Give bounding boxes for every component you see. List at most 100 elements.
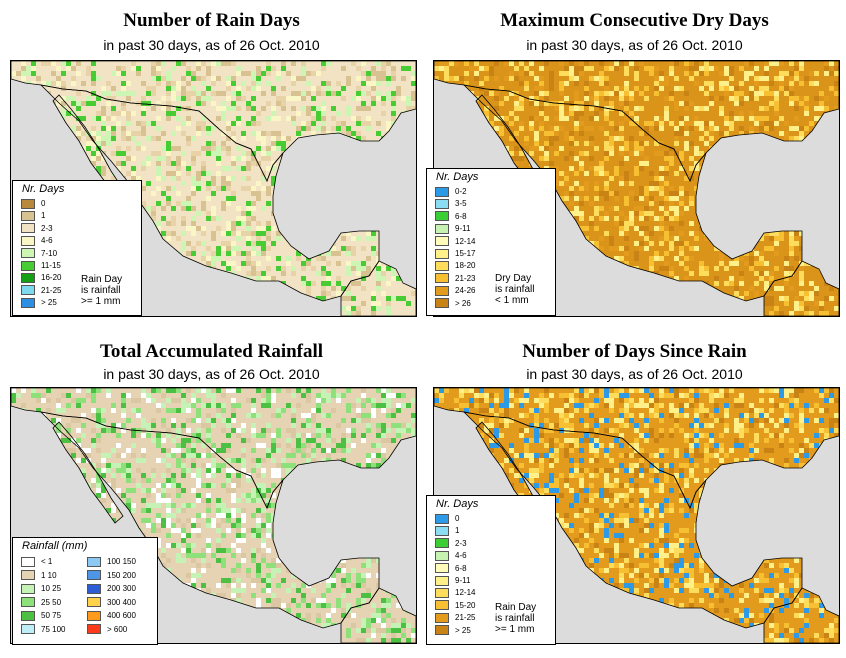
legend-label: 10 25 <box>41 584 62 593</box>
map-total-rainfall <box>10 387 417 644</box>
legend-label: 15-20 <box>455 600 476 610</box>
legend-swatch <box>435 223 449 234</box>
legend: Rainfall (mm) < 1 1 10 10 25 25 50 50 75 75 1… <box>12 537 158 645</box>
legend-item: 21-23 <box>435 273 475 284</box>
legend-label: 11-15 <box>41 261 61 270</box>
country-border <box>462 411 803 629</box>
legend-swatch <box>435 298 449 309</box>
legend-label: > 25 <box>41 298 57 308</box>
legend-label: 100 150 <box>107 557 136 566</box>
legend-label: 16-20 <box>41 273 62 283</box>
legend-swatch <box>21 597 35 607</box>
legend-swatch <box>21 210 35 221</box>
legend-label: 3-5 <box>455 199 467 209</box>
legend-label: 300 400 <box>107 597 136 607</box>
panel-title: Maximum Consecutive Dry Days <box>500 10 769 31</box>
legend-swatch <box>21 260 35 271</box>
legend-label: 15-17 <box>455 249 476 258</box>
legend-swatch <box>435 260 449 271</box>
panel-total-accumulated-rainfall: Total Accumulated Rainfall in past 30 da… <box>0 329 423 658</box>
legend-swatch <box>87 570 101 580</box>
panel-subtitle: in past 30 days, as of 26 Oct. 2010 <box>103 366 320 382</box>
legend-label: 1 <box>455 526 460 536</box>
country-border <box>763 260 839 316</box>
panel-rain-days: Number of Rain Days in past 30 days, as … <box>0 0 423 329</box>
legend-label: 18-20 <box>455 261 476 271</box>
legend-label: 0 <box>455 514 460 523</box>
legend-item: 9-11 <box>435 223 470 234</box>
legend-swatch <box>21 235 35 246</box>
legend-title: Nr. Days <box>436 498 479 510</box>
legend-swatch <box>435 575 449 586</box>
legend-item: 10 25 <box>21 583 61 594</box>
legend-label: 21-23 <box>455 273 476 283</box>
legend-swatch <box>435 186 449 197</box>
legend-label: 2-3 <box>41 223 53 233</box>
legend-swatch <box>435 587 449 598</box>
legend-item: 15-17 <box>435 248 475 259</box>
legend-item: > 25 <box>21 297 57 308</box>
legend-item: > 600 <box>87 624 127 635</box>
legend-label: 25 50 <box>41 597 62 607</box>
legend-item: 12-14 <box>435 587 475 598</box>
legend-label: 4-6 <box>455 551 467 561</box>
panel-title: Total Accumulated Rainfall <box>99 341 324 362</box>
legend-label: 4-6 <box>41 236 53 246</box>
legend-item: 4-6 <box>435 550 467 561</box>
legend-swatch <box>21 223 35 234</box>
legend-label: 1 <box>41 211 46 221</box>
legend-label: 50 75 <box>41 611 62 620</box>
legend-item: 18-20 <box>435 260 475 271</box>
legend-item: 0 <box>435 513 459 524</box>
legend-item: 15-20 <box>435 600 475 611</box>
legend-swatch <box>87 624 101 634</box>
legend-item: 0-2 <box>435 186 467 197</box>
legend-item: 4-6 <box>21 235 53 246</box>
legend-item: 200 300 <box>87 583 136 594</box>
country-border <box>340 587 416 643</box>
legend: Nr. Days Dry Day is rainfall < 1 mm 0-2 3-5… <box>426 168 556 316</box>
legend-label: 21-25 <box>41 285 62 295</box>
legend-item: 150 200 <box>87 570 136 581</box>
legend-item: 2-3 <box>21 223 53 234</box>
legend-item: 75 100 <box>21 624 65 635</box>
legend-swatch <box>435 198 449 209</box>
legend-item: 6-8 <box>435 211 467 222</box>
legend-label: 21-25 <box>455 613 476 623</box>
panel-title: Number of Days Since Rain <box>522 341 747 362</box>
legend-swatch <box>21 285 35 296</box>
legend-item: 21-25 <box>435 612 475 623</box>
legend-swatch <box>435 538 449 549</box>
legend-item: < 1 <box>21 556 52 567</box>
legend-label: 75 100 <box>41 624 66 634</box>
legend-swatch <box>435 625 449 636</box>
legend-item: 12-14 <box>435 236 475 247</box>
legend-label: 400 600 <box>107 611 136 620</box>
legend-label: 9-11 <box>455 224 471 234</box>
legend-swatch <box>21 556 35 567</box>
legend-swatch <box>435 285 449 296</box>
legend-label: 2-3 <box>455 538 467 548</box>
legend-label: 0-2 <box>455 187 467 196</box>
legend-item: 21-25 <box>21 285 61 296</box>
legend-item: 16-20 <box>21 272 61 283</box>
legend-swatch <box>435 612 449 623</box>
country-border <box>462 84 803 302</box>
legend-label: > 25 <box>455 625 471 635</box>
legend-item: 100 150 <box>87 556 136 567</box>
legend-label: 12-14 <box>455 236 476 246</box>
legend: Nr. Days Rain Day is rainfall >= 1 mm 0 1 2-… <box>426 495 556 645</box>
legend-swatch <box>87 597 101 607</box>
legend-swatch <box>21 624 35 634</box>
legend-swatch <box>435 211 449 222</box>
legend-item: 6-8 <box>435 563 467 574</box>
country-border <box>52 421 124 524</box>
panel-subtitle: in past 30 days, as of 26 Oct. 2010 <box>526 366 743 382</box>
legend-label: 1 10 <box>41 570 57 580</box>
legend-swatch <box>21 583 35 594</box>
legend-swatch <box>435 513 449 524</box>
legend-item: 50 75 <box>21 610 61 621</box>
legend-label: > 26 <box>455 298 471 308</box>
legend-label: 0 <box>41 199 46 208</box>
legend-swatch <box>435 600 449 611</box>
